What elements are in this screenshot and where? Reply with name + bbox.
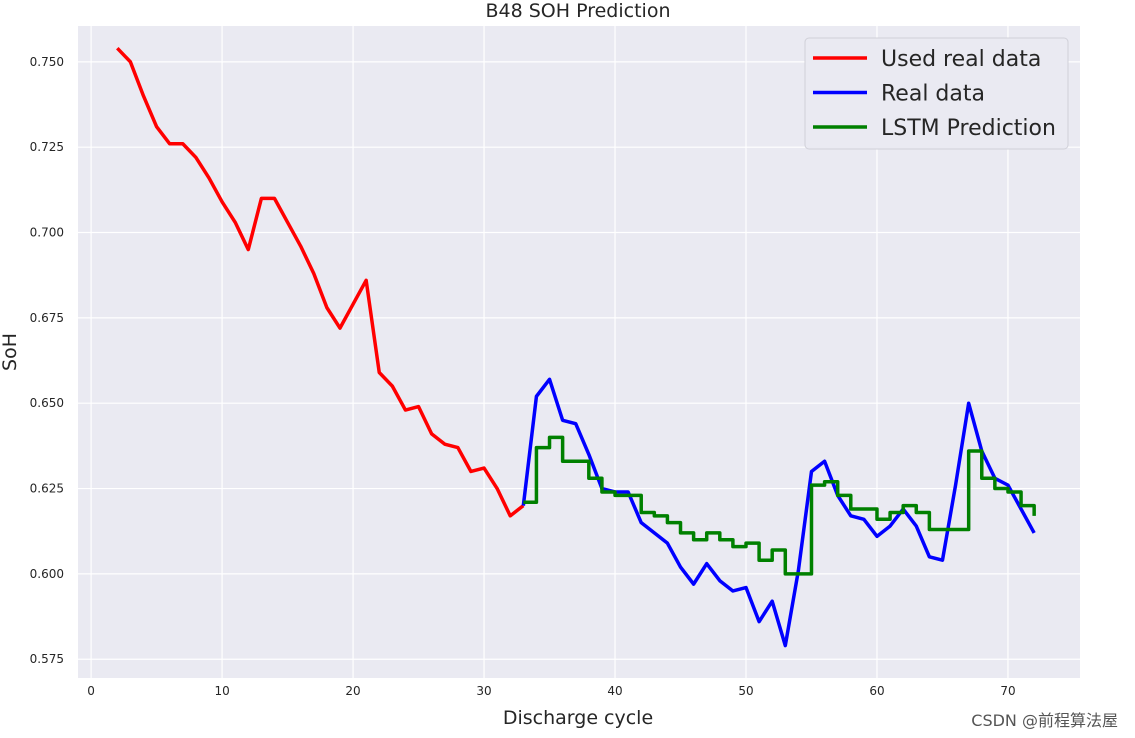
legend-label: Real data [881, 82, 985, 107]
y-tick-label: 0.675 [30, 311, 64, 325]
legend-box [804, 37, 1069, 150]
x-axis-label: Discharge cycle [503, 707, 653, 729]
chart-title: B48 SOH Prediction [486, 0, 671, 22]
legend-label: Used real data [881, 47, 1041, 72]
series-line-3 [523, 435, 1036, 576]
watermark: CSDN @前程算法屋 [971, 711, 1118, 730]
x-tick-label: 10 [214, 684, 229, 698]
y-axis-label: SoH [0, 333, 21, 371]
legend-label: LSTM Prediction [881, 116, 1056, 141]
y-tick-label: 0.650 [30, 396, 64, 410]
series-line-1 [116, 46, 525, 518]
x-tick-labels: 0 10 20 30 40 50 60 70 [87, 684, 1015, 698]
x-tick-label: 40 [607, 684, 622, 698]
y-tick-labels: 0.575 0.600 0.625 0.650 0.675 0.700 0.725 0.750 [30, 55, 64, 666]
y-tick-label: 0.625 [30, 482, 64, 496]
y-tick-label: 0.700 [30, 226, 64, 240]
y-tick-label: 0.750 [30, 55, 64, 69]
x-tick-label: 70 [1000, 684, 1015, 698]
legend: Used real data Real data LSTM Prediction [804, 37, 1069, 150]
x-tick-label: 0 [87, 684, 95, 698]
series-layer [116, 46, 1036, 648]
x-tick-label: 30 [476, 684, 491, 698]
y-tick-label: 0.725 [30, 140, 64, 154]
y-tick-label: 0.575 [30, 652, 64, 666]
x-tick-label: 50 [738, 684, 753, 698]
x-tick-label: 60 [869, 684, 884, 698]
y-tick-label: 0.600 [30, 567, 64, 581]
x-tick-label: 20 [345, 684, 360, 698]
